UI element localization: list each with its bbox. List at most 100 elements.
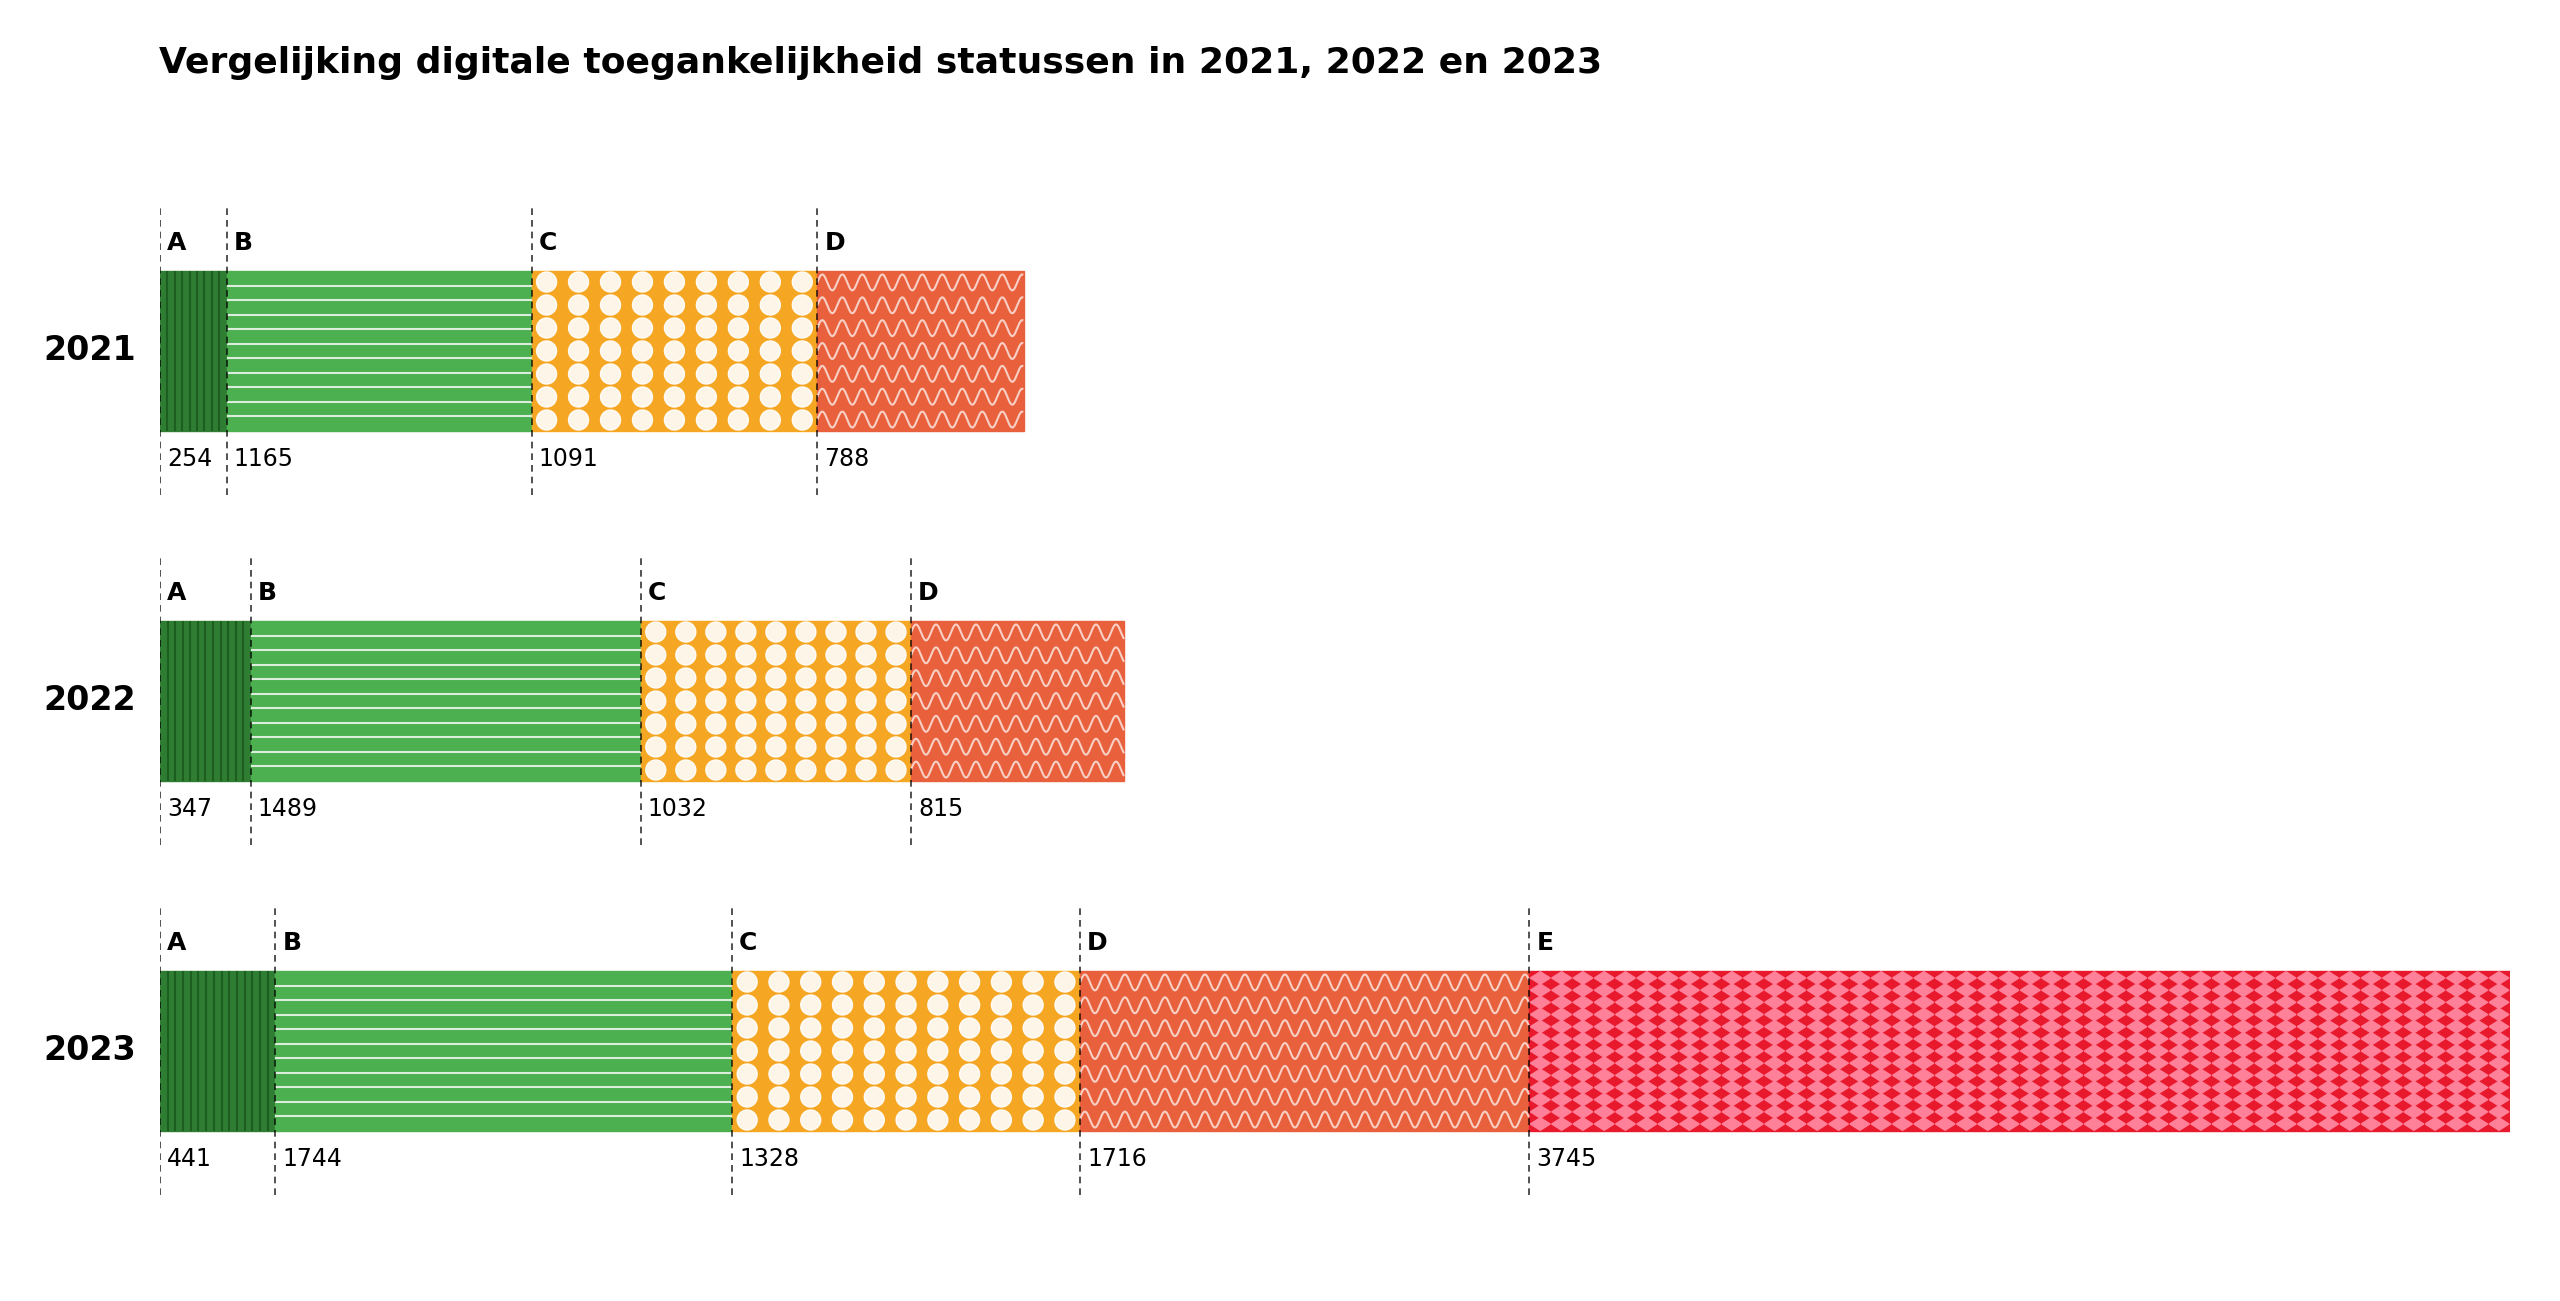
- Polygon shape: [1892, 1056, 1912, 1069]
- Ellipse shape: [827, 760, 845, 781]
- Polygon shape: [1807, 1020, 1828, 1033]
- Polygon shape: [2148, 1045, 2168, 1058]
- Polygon shape: [2107, 1093, 2125, 1106]
- Bar: [276, 971, 732, 1131]
- Ellipse shape: [765, 714, 786, 734]
- Polygon shape: [1679, 1020, 1700, 1033]
- Polygon shape: [2383, 1081, 2401, 1094]
- Ellipse shape: [1024, 1110, 1042, 1131]
- Ellipse shape: [1024, 1017, 1042, 1038]
- Polygon shape: [1551, 1045, 1572, 1058]
- Ellipse shape: [760, 341, 781, 360]
- Ellipse shape: [896, 1017, 916, 1038]
- Polygon shape: [2383, 1045, 2401, 1058]
- Ellipse shape: [801, 1064, 822, 1084]
- Polygon shape: [2107, 1045, 2125, 1058]
- Polygon shape: [1807, 997, 1828, 1008]
- Polygon shape: [1679, 1081, 1700, 1094]
- Polygon shape: [2212, 1118, 2232, 1131]
- Polygon shape: [2447, 1020, 2465, 1033]
- Ellipse shape: [1024, 1064, 1042, 1084]
- Ellipse shape: [768, 1041, 788, 1062]
- Polygon shape: [2063, 1045, 2084, 1058]
- Polygon shape: [2360, 1093, 2381, 1106]
- Polygon shape: [2148, 1093, 2168, 1106]
- Polygon shape: [2232, 1081, 2253, 1094]
- Polygon shape: [2319, 1045, 2337, 1058]
- Polygon shape: [1615, 1045, 1636, 1058]
- Polygon shape: [1615, 1033, 1636, 1045]
- Polygon shape: [1615, 1056, 1636, 1069]
- Ellipse shape: [832, 1088, 852, 1107]
- Ellipse shape: [768, 995, 788, 1015]
- Polygon shape: [1743, 984, 1764, 997]
- Polygon shape: [1935, 1093, 1956, 1106]
- Ellipse shape: [568, 341, 589, 360]
- Polygon shape: [1595, 1008, 1615, 1021]
- Polygon shape: [2043, 1106, 2061, 1118]
- Polygon shape: [1807, 1081, 1828, 1094]
- Polygon shape: [2383, 1056, 2401, 1069]
- Polygon shape: [1892, 1106, 1912, 1118]
- Ellipse shape: [645, 714, 666, 734]
- Polygon shape: [2383, 997, 2401, 1008]
- Polygon shape: [2255, 984, 2273, 997]
- Ellipse shape: [801, 995, 822, 1015]
- Polygon shape: [1636, 1008, 1656, 1021]
- Polygon shape: [2020, 984, 2040, 997]
- Polygon shape: [2127, 972, 2148, 985]
- Ellipse shape: [676, 714, 696, 734]
- Ellipse shape: [927, 1110, 947, 1131]
- Ellipse shape: [676, 760, 696, 781]
- Polygon shape: [1787, 1020, 1805, 1033]
- Ellipse shape: [865, 1017, 883, 1038]
- Ellipse shape: [632, 364, 653, 384]
- Polygon shape: [2043, 1093, 2061, 1106]
- Polygon shape: [2383, 1020, 2401, 1033]
- Ellipse shape: [568, 364, 589, 384]
- Polygon shape: [1871, 1045, 1892, 1058]
- Polygon shape: [2360, 1033, 2381, 1045]
- Ellipse shape: [1055, 972, 1075, 991]
- Polygon shape: [1851, 1081, 1869, 1094]
- Ellipse shape: [855, 736, 876, 757]
- Polygon shape: [1764, 1118, 1784, 1131]
- Polygon shape: [2360, 1056, 2381, 1069]
- Polygon shape: [2447, 1056, 2465, 1069]
- Polygon shape: [2020, 1008, 2040, 1021]
- Polygon shape: [2319, 1093, 2337, 1106]
- Polygon shape: [1679, 1008, 1700, 1021]
- Polygon shape: [2232, 1045, 2253, 1058]
- Ellipse shape: [796, 691, 817, 712]
- Polygon shape: [1572, 972, 1592, 985]
- Polygon shape: [1700, 1069, 1720, 1081]
- Ellipse shape: [645, 736, 666, 757]
- Polygon shape: [2232, 997, 2253, 1008]
- Polygon shape: [1787, 1045, 1805, 1058]
- Polygon shape: [2424, 1093, 2445, 1106]
- Bar: [159, 971, 276, 1131]
- Polygon shape: [1659, 984, 1677, 997]
- Polygon shape: [1531, 1093, 1551, 1106]
- Ellipse shape: [865, 1064, 883, 1084]
- Polygon shape: [2232, 1106, 2253, 1118]
- Polygon shape: [2255, 1033, 2273, 1045]
- Polygon shape: [2232, 1008, 2253, 1021]
- Polygon shape: [1807, 1033, 1828, 1045]
- Ellipse shape: [696, 410, 717, 431]
- Polygon shape: [2404, 1008, 2424, 1021]
- Ellipse shape: [991, 1088, 1011, 1107]
- Polygon shape: [1807, 1093, 1828, 1106]
- Polygon shape: [1935, 1056, 1956, 1069]
- Polygon shape: [1935, 997, 1956, 1008]
- Polygon shape: [1979, 1008, 1997, 1021]
- Polygon shape: [1636, 984, 1656, 997]
- Ellipse shape: [730, 272, 748, 291]
- Text: Vergelijking digitale toegankelijkheid statussen in 2021, 2022 en 2023: Vergelijking digitale toegankelijkheid s…: [159, 46, 1603, 79]
- Polygon shape: [1723, 1106, 1741, 1118]
- Polygon shape: [2404, 1106, 2424, 1118]
- Ellipse shape: [538, 410, 556, 431]
- Polygon shape: [1935, 972, 1956, 985]
- Polygon shape: [1915, 972, 1933, 985]
- Polygon shape: [1531, 984, 1551, 997]
